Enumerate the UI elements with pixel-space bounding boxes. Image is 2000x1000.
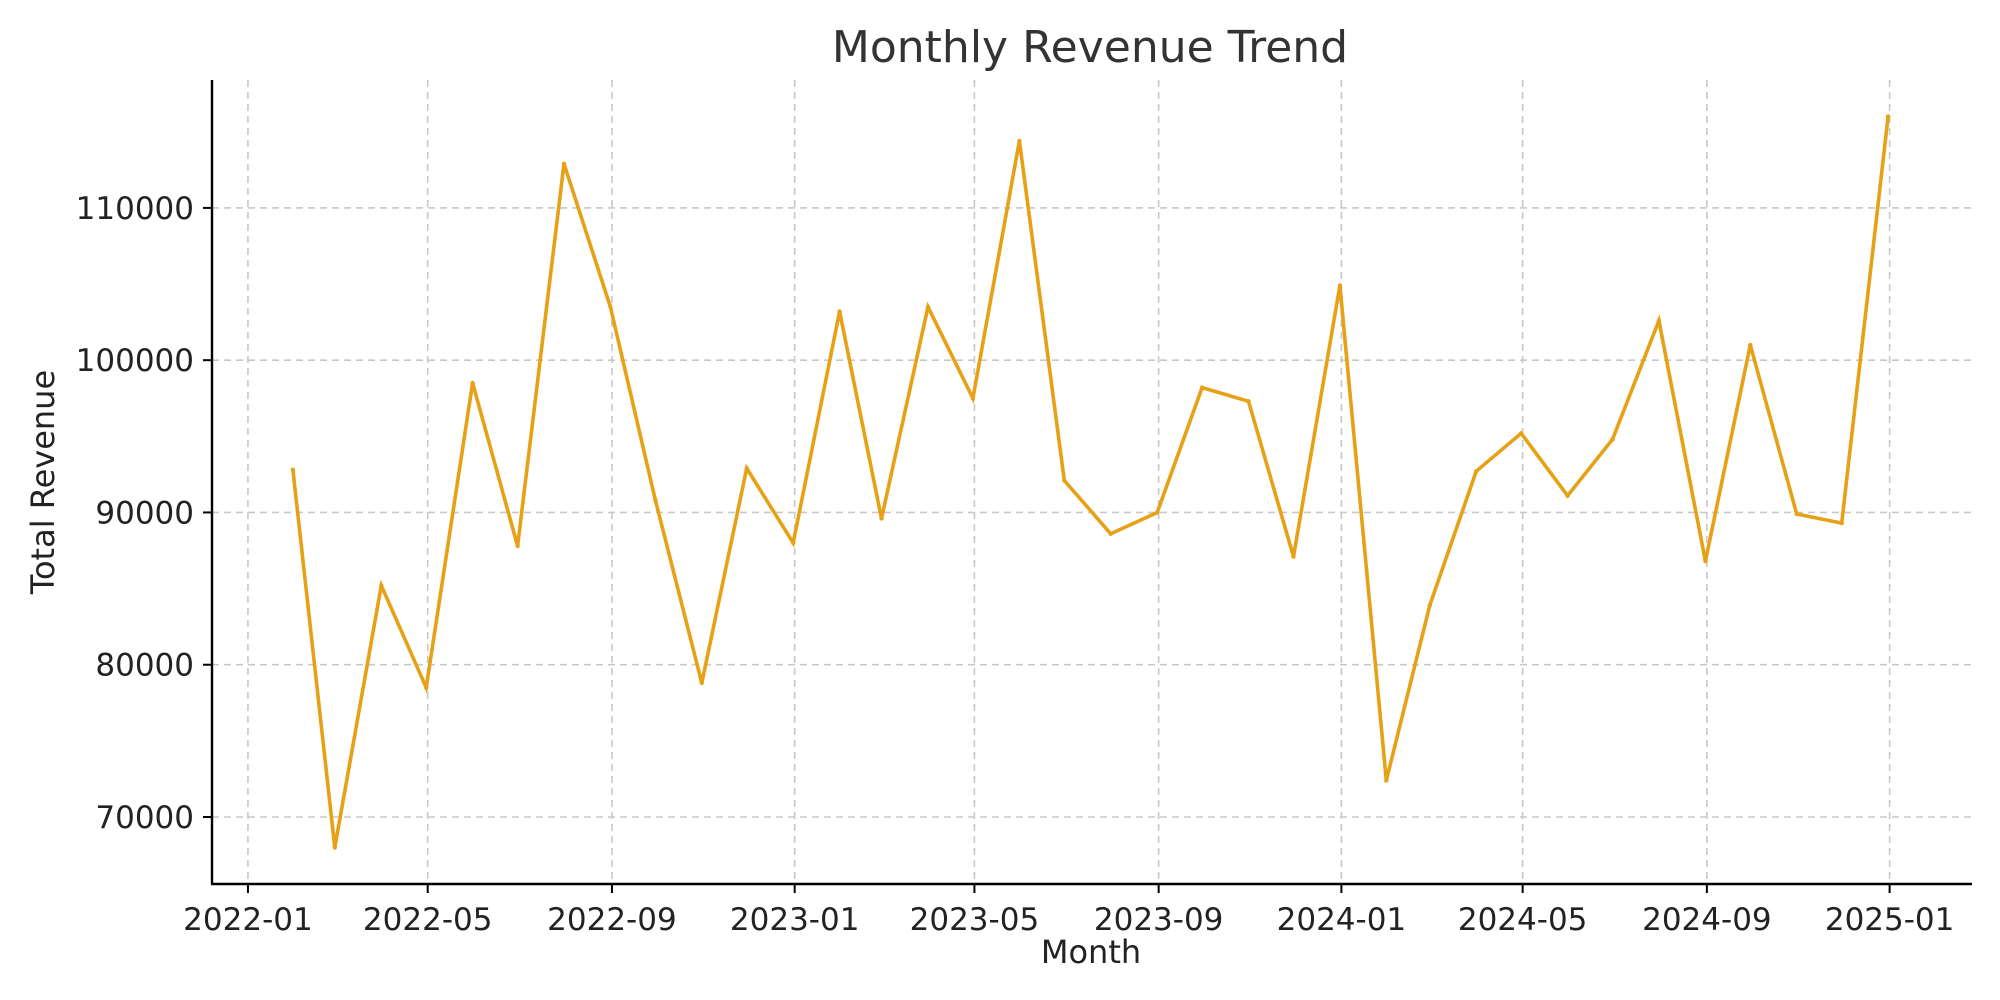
x-tick-label: 2022-09 — [547, 902, 677, 938]
x-tick-label: 2023-09 — [1094, 902, 1224, 938]
data-point — [1703, 559, 1708, 564]
data-point — [653, 498, 658, 503]
x-tick-label: 2023-01 — [730, 902, 860, 938]
data-point — [1518, 431, 1524, 436]
data-point — [1748, 342, 1753, 348]
x-tick-label: 2023-05 — [910, 902, 1040, 938]
data-point — [290, 467, 296, 472]
y-axis-ticks: 70000 80000 90000 100000 110000 — [76, 191, 212, 836]
x-tick-label: 2025-01 — [1825, 902, 1955, 938]
x-tick-label: 2024-01 — [1277, 902, 1407, 938]
data-point — [791, 540, 796, 546]
data-point — [925, 304, 931, 310]
data-point — [1565, 493, 1570, 498]
revenue-line — [291, 116, 1890, 848]
x-axis-ticks: 2022-01 2022-05 2022-09 2023-01 2023-05 2023-… — [183, 884, 1954, 938]
data-point — [1155, 510, 1160, 515]
x-axis-label: Month — [1041, 933, 1141, 971]
data-point — [1199, 385, 1205, 390]
data-point — [970, 396, 976, 401]
data-point — [1291, 554, 1296, 559]
data-point — [424, 685, 429, 690]
data-point — [470, 380, 475, 386]
data-point — [837, 309, 842, 314]
data-point — [1108, 531, 1113, 536]
data-point — [1839, 520, 1844, 526]
y-tick-label: 70000 — [95, 800, 194, 836]
data-point — [1427, 603, 1433, 608]
x-tick-label: 2022-05 — [363, 902, 493, 938]
data-point — [379, 583, 384, 588]
data-point — [699, 680, 704, 686]
data-point — [1656, 318, 1662, 323]
data-point — [515, 543, 520, 549]
grid — [212, 80, 1972, 884]
y-axis-label: Total Revenue — [24, 370, 62, 595]
data-point — [1246, 399, 1251, 404]
series-layer — [290, 114, 1891, 850]
data-point — [561, 161, 567, 166]
x-tick-label: 2022-01 — [183, 902, 313, 938]
data-point — [879, 516, 884, 521]
y-tick-label: 110000 — [76, 191, 194, 227]
chart-title: Monthly Revenue Trend — [832, 22, 1348, 73]
data-point — [1610, 437, 1615, 442]
data-point — [1017, 138, 1022, 144]
data-point — [744, 466, 749, 471]
y-tick-label: 80000 — [95, 648, 194, 684]
y-tick-label: 100000 — [76, 343, 194, 379]
x-tick-label: 2024-09 — [1642, 902, 1772, 938]
y-tick-label: 90000 — [95, 495, 194, 531]
data-point — [1384, 778, 1389, 783]
data-point — [1474, 469, 1479, 474]
data-point — [1337, 283, 1343, 288]
data-point — [332, 845, 337, 850]
data-point — [1062, 478, 1067, 483]
data-point — [1885, 114, 1891, 119]
x-tick-label: 2024-05 — [1458, 902, 1588, 938]
data-point — [608, 304, 613, 310]
data-point — [1794, 511, 1799, 517]
